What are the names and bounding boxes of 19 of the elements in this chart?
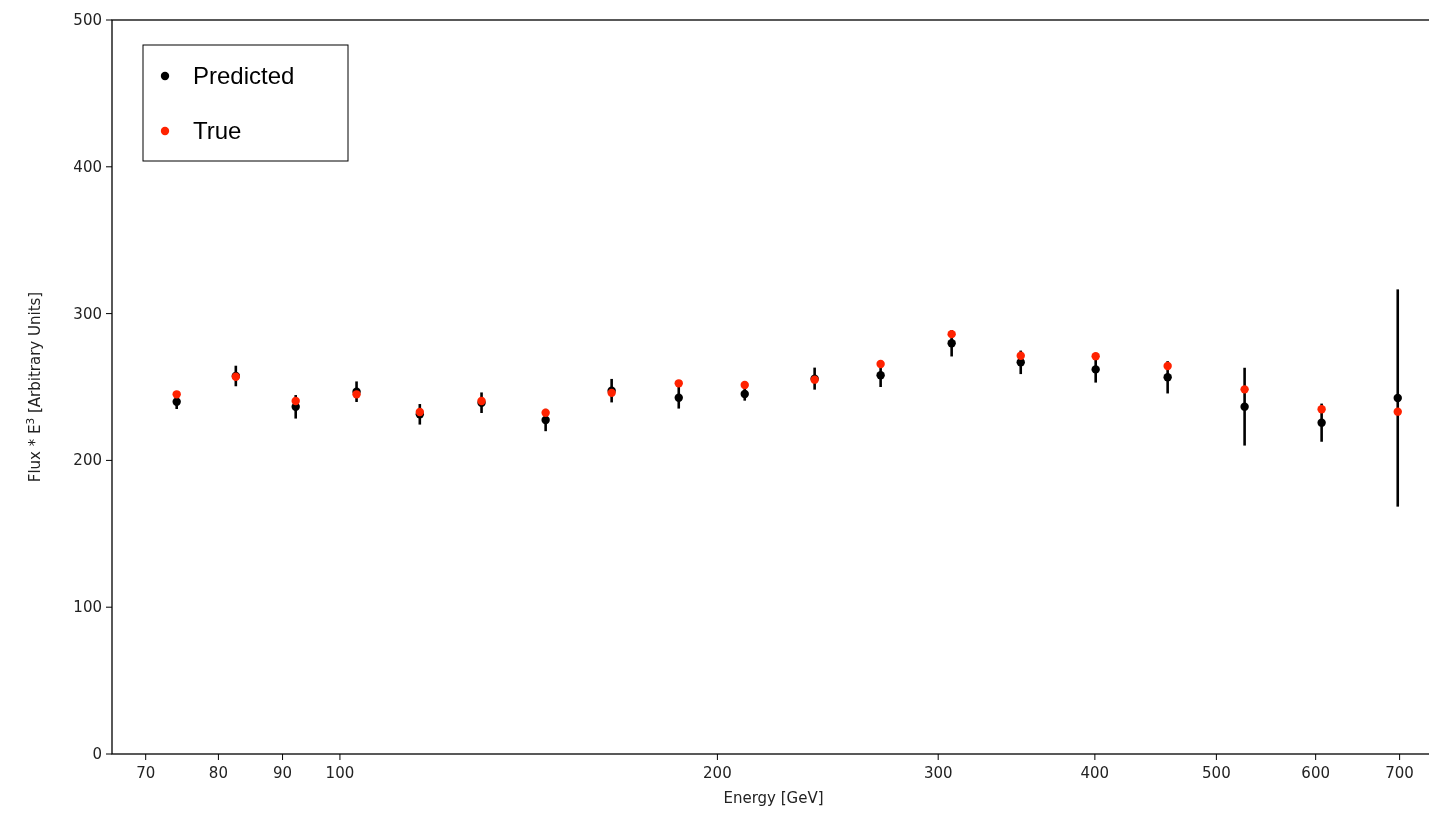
y-tick-label: 0: [92, 745, 102, 763]
x-tick-label: 700: [1385, 764, 1414, 782]
legend-label: True: [193, 117, 242, 144]
y-tick-label: 200: [73, 451, 102, 470]
x-tick-label: 80: [208, 764, 228, 782]
x-tick-label: 400: [1080, 764, 1110, 782]
x-tick-label: 70: [136, 764, 156, 782]
x-tick-label: 90: [273, 764, 293, 782]
x-tick-label: 300: [923, 764, 953, 782]
y-tick-label: 500: [73, 11, 102, 29]
x-axis-title: Energy [GeV]: [723, 789, 824, 807]
y-tick-label: 400: [73, 157, 102, 176]
x-tick-label: 600: [1301, 764, 1330, 782]
y-tick-label: 300: [73, 304, 102, 323]
x-tick-label: 100: [325, 764, 355, 782]
x-tick-label: 500: [1202, 764, 1231, 782]
legend-label: Predicted: [193, 62, 295, 89]
y-tick-label: 100: [73, 598, 102, 617]
x-tick-label: 200: [703, 764, 732, 782]
